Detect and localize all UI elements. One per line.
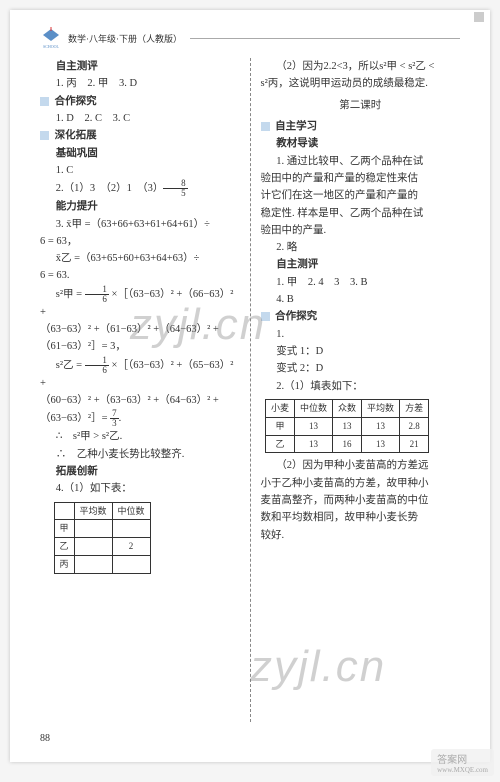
- text: 验田中的产量和产量的稳定性来估: [261, 170, 461, 187]
- section-cooperative: 合作探究: [261, 308, 461, 325]
- subsection-basic: 基础巩固: [40, 145, 240, 162]
- equation: ∴ 乙种小麦长势比较整齐.: [40, 446, 240, 463]
- bullet-icon: [40, 97, 49, 106]
- answer: 3. B: [350, 277, 368, 288]
- text: 1. 通过比较甲、乙两个品种在试: [261, 153, 461, 170]
- answer: 2.（1）3 （2）1 （3）85: [40, 179, 240, 198]
- text: 验田中的产量.: [261, 222, 461, 239]
- lesson-title: 第二课时: [261, 97, 461, 114]
- table-row: 平均数 中位数: [54, 502, 150, 520]
- table-row: 乙 13 16 13 21: [266, 435, 429, 453]
- equation: ∴ s²甲 > s²乙.: [40, 428, 240, 445]
- text: s²丙，这说明甲运动员的成绩最稳定.: [261, 75, 461, 92]
- equation: 3. x̄甲 =（63+66+63+61+64+61）÷: [40, 216, 240, 233]
- left-column: 自主测评 1. 丙 2. 甲 3. D 合作探究 1. D 2. C 3. C …: [40, 58, 250, 722]
- subsection-innovation: 拓展创新: [40, 463, 240, 480]
- equation: s²甲 = 16 ×［（63−63）² +（66−63）² +: [40, 285, 240, 321]
- answer: 2. 4 3: [308, 277, 340, 288]
- answer: 3. D: [119, 78, 137, 89]
- answer: 1. D: [56, 113, 74, 124]
- bullet-icon: [261, 122, 270, 131]
- svg-text:SCHOOL: SCHOOL: [43, 44, 60, 49]
- table-row: 丙: [54, 556, 150, 574]
- answer: 2. 甲: [87, 78, 108, 89]
- subsection-textbook: 教材导读: [261, 135, 461, 152]
- answer: 3. C: [113, 113, 131, 124]
- text: 计它们在这一地区的产量和产量的: [261, 187, 461, 204]
- school-logo-icon: SCHOOL: [40, 27, 62, 49]
- table-stats-2: 小麦 中位数 众数 平均数 方差 甲 13 13 13 2.8 乙 13 16: [265, 399, 429, 454]
- equation: 6 = 63，: [40, 233, 240, 250]
- answer: 4. B: [261, 291, 461, 308]
- section-cooperative: 合作探究: [40, 93, 240, 110]
- text: （2）因为甲种小麦苗高的方差远: [261, 457, 461, 474]
- table-row: 甲 13 13 13 2.8: [266, 417, 429, 435]
- text: 麦苗高整齐，而两种小麦苗高的中位: [261, 492, 461, 509]
- answer: 4.（1）如下表：: [40, 480, 240, 497]
- equation: s²乙 = 16 ×［（63−63）² +（65−63）² +: [40, 356, 240, 392]
- answer: 2. 略: [261, 239, 461, 256]
- answers-row: 1. D 2. C 3. C: [40, 110, 240, 127]
- corner-decoration: [474, 12, 484, 22]
- bullet-icon: [40, 131, 49, 140]
- equation: （63−63）²］= 73.: [40, 409, 240, 428]
- page-header: SCHOOL 数学·八年级·下册（人教版）: [40, 28, 460, 48]
- section-self-assessment: 自主测评: [261, 256, 461, 273]
- text: 数和平均数相同，故甲种小麦长势: [261, 509, 461, 526]
- header-rule: [190, 38, 460, 39]
- subsection-ability: 能力提升: [40, 198, 240, 215]
- equation: （60−63）² +（63−63）² +（64−63）² +: [40, 392, 240, 409]
- table-row: 甲: [54, 520, 150, 538]
- equation: （61−63）²］= 3，: [40, 338, 240, 355]
- page-number: 88: [40, 733, 50, 744]
- answer: 1. 甲: [276, 277, 297, 288]
- section-self-study: 自主学习: [261, 118, 461, 135]
- table-row: 乙 2: [54, 538, 150, 556]
- table-stats-1: 平均数 中位数 甲 乙 2 丙: [54, 502, 151, 574]
- answers-row: 1. 甲 2. 4 3 3. B: [261, 274, 461, 291]
- equation: x̄乙 =（63+65+60+63+64+63）÷: [40, 250, 240, 267]
- section-self-assessment: 自主测评: [40, 58, 240, 75]
- table-row: 小麦 中位数 众数 平均数 方差: [266, 399, 429, 417]
- text: 较好.: [261, 527, 461, 544]
- answers-row: 1. 丙 2. 甲 3. D: [40, 75, 240, 92]
- bullet-icon: [261, 312, 270, 321]
- text: 小于乙种小麦苗高的方差，故甲种小: [261, 475, 461, 492]
- answer: 变式 2：D: [261, 360, 461, 377]
- answer: 变式 1：D: [261, 343, 461, 360]
- header-title: 数学·八年级·下册（人教版）: [68, 32, 182, 45]
- answer: 1. 丙: [56, 78, 77, 89]
- text: （2）因为2.2<3，所以s²甲 < s²乙 <: [261, 58, 461, 75]
- text: 稳定性. 样本是甲、乙两个品种在试: [261, 205, 461, 222]
- section-deepen: 深化拓展: [40, 127, 240, 144]
- answer: 1. C: [40, 162, 240, 179]
- right-column: （2）因为2.2<3，所以s²甲 < s²乙 < s²丙，这说明甲运动员的成绩最…: [251, 58, 461, 722]
- equation: （63−63）² +（61−63）² +（64−63）² +: [40, 321, 240, 338]
- equation: 6 = 63.: [40, 267, 240, 284]
- answer: 1.: [261, 326, 461, 343]
- answer: 2. C: [84, 113, 102, 124]
- answer: 2.（1）填表如下：: [261, 378, 461, 395]
